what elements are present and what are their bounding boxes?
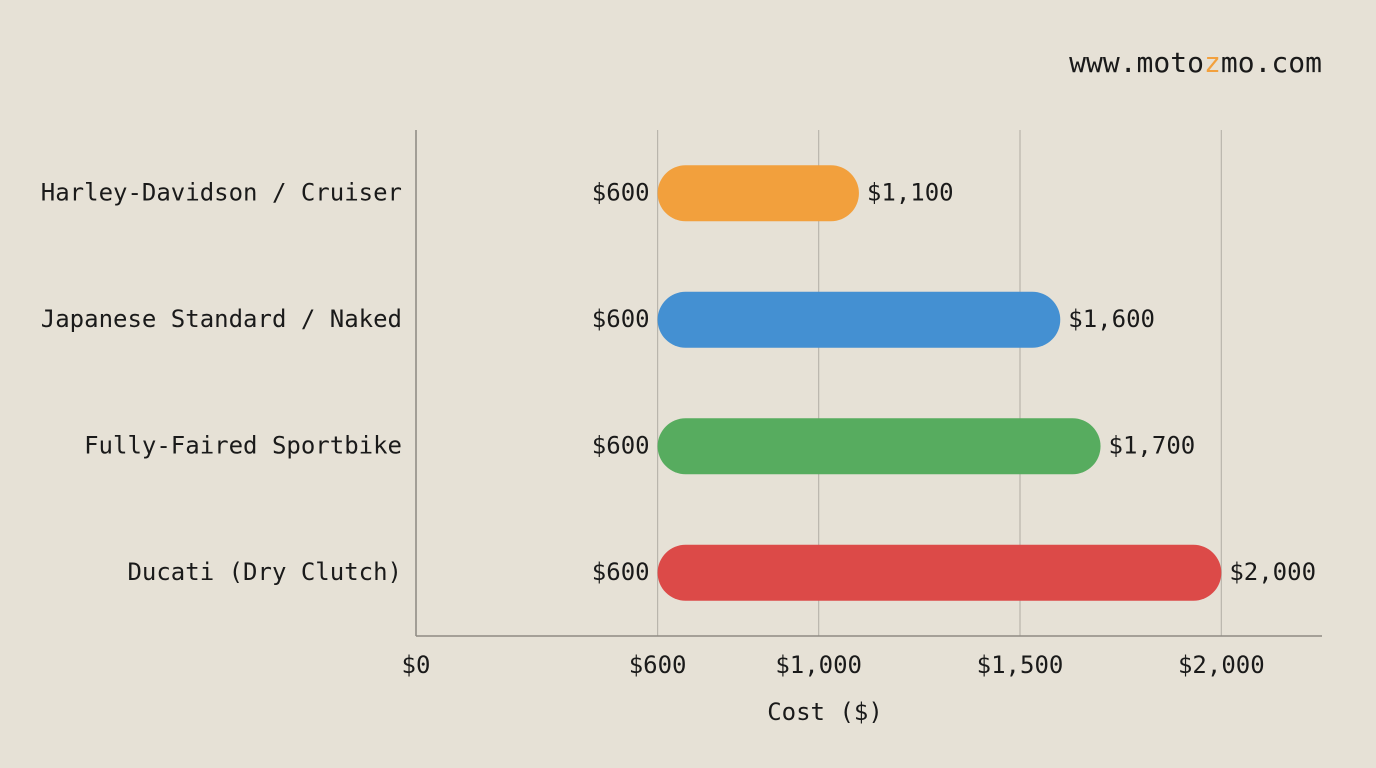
x-tick-label: $2,000 (1178, 651, 1265, 679)
x-axis-label: Cost ($) (767, 698, 883, 726)
y-tick-label: Japanese Standard / Naked (41, 305, 402, 333)
watermark-part: z (1204, 46, 1221, 79)
start-label: $600 (592, 431, 650, 459)
range-bar (657, 544, 1222, 601)
range-bar (657, 418, 1101, 475)
start-label: $600 (592, 178, 650, 206)
range-bar (657, 165, 859, 222)
range-bar (657, 291, 1061, 348)
y-tick-label: Fully-Faired Sportbike (84, 431, 402, 459)
end-label: $1,700 (1109, 431, 1196, 459)
x-tick-label: $600 (629, 651, 687, 679)
x-tick-label: $1,000 (775, 651, 862, 679)
y-tick-label: Ducati (Dry Clutch) (127, 558, 402, 586)
watermark: www.motozmo.com (1069, 46, 1322, 79)
x-tick-label: $0 (402, 651, 431, 679)
end-label: $2,000 (1229, 558, 1316, 586)
start-label: $600 (592, 305, 650, 333)
watermark-part: mo.com (1221, 46, 1322, 79)
end-label: $1,100 (867, 178, 954, 206)
y-tick-label: Harley-Davidson / Cruiser (41, 178, 402, 206)
x-tick-label: $1,500 (977, 651, 1064, 679)
end-label: $1,600 (1068, 305, 1155, 333)
start-label: $600 (592, 558, 650, 586)
watermark-part: www.moto (1069, 46, 1204, 79)
